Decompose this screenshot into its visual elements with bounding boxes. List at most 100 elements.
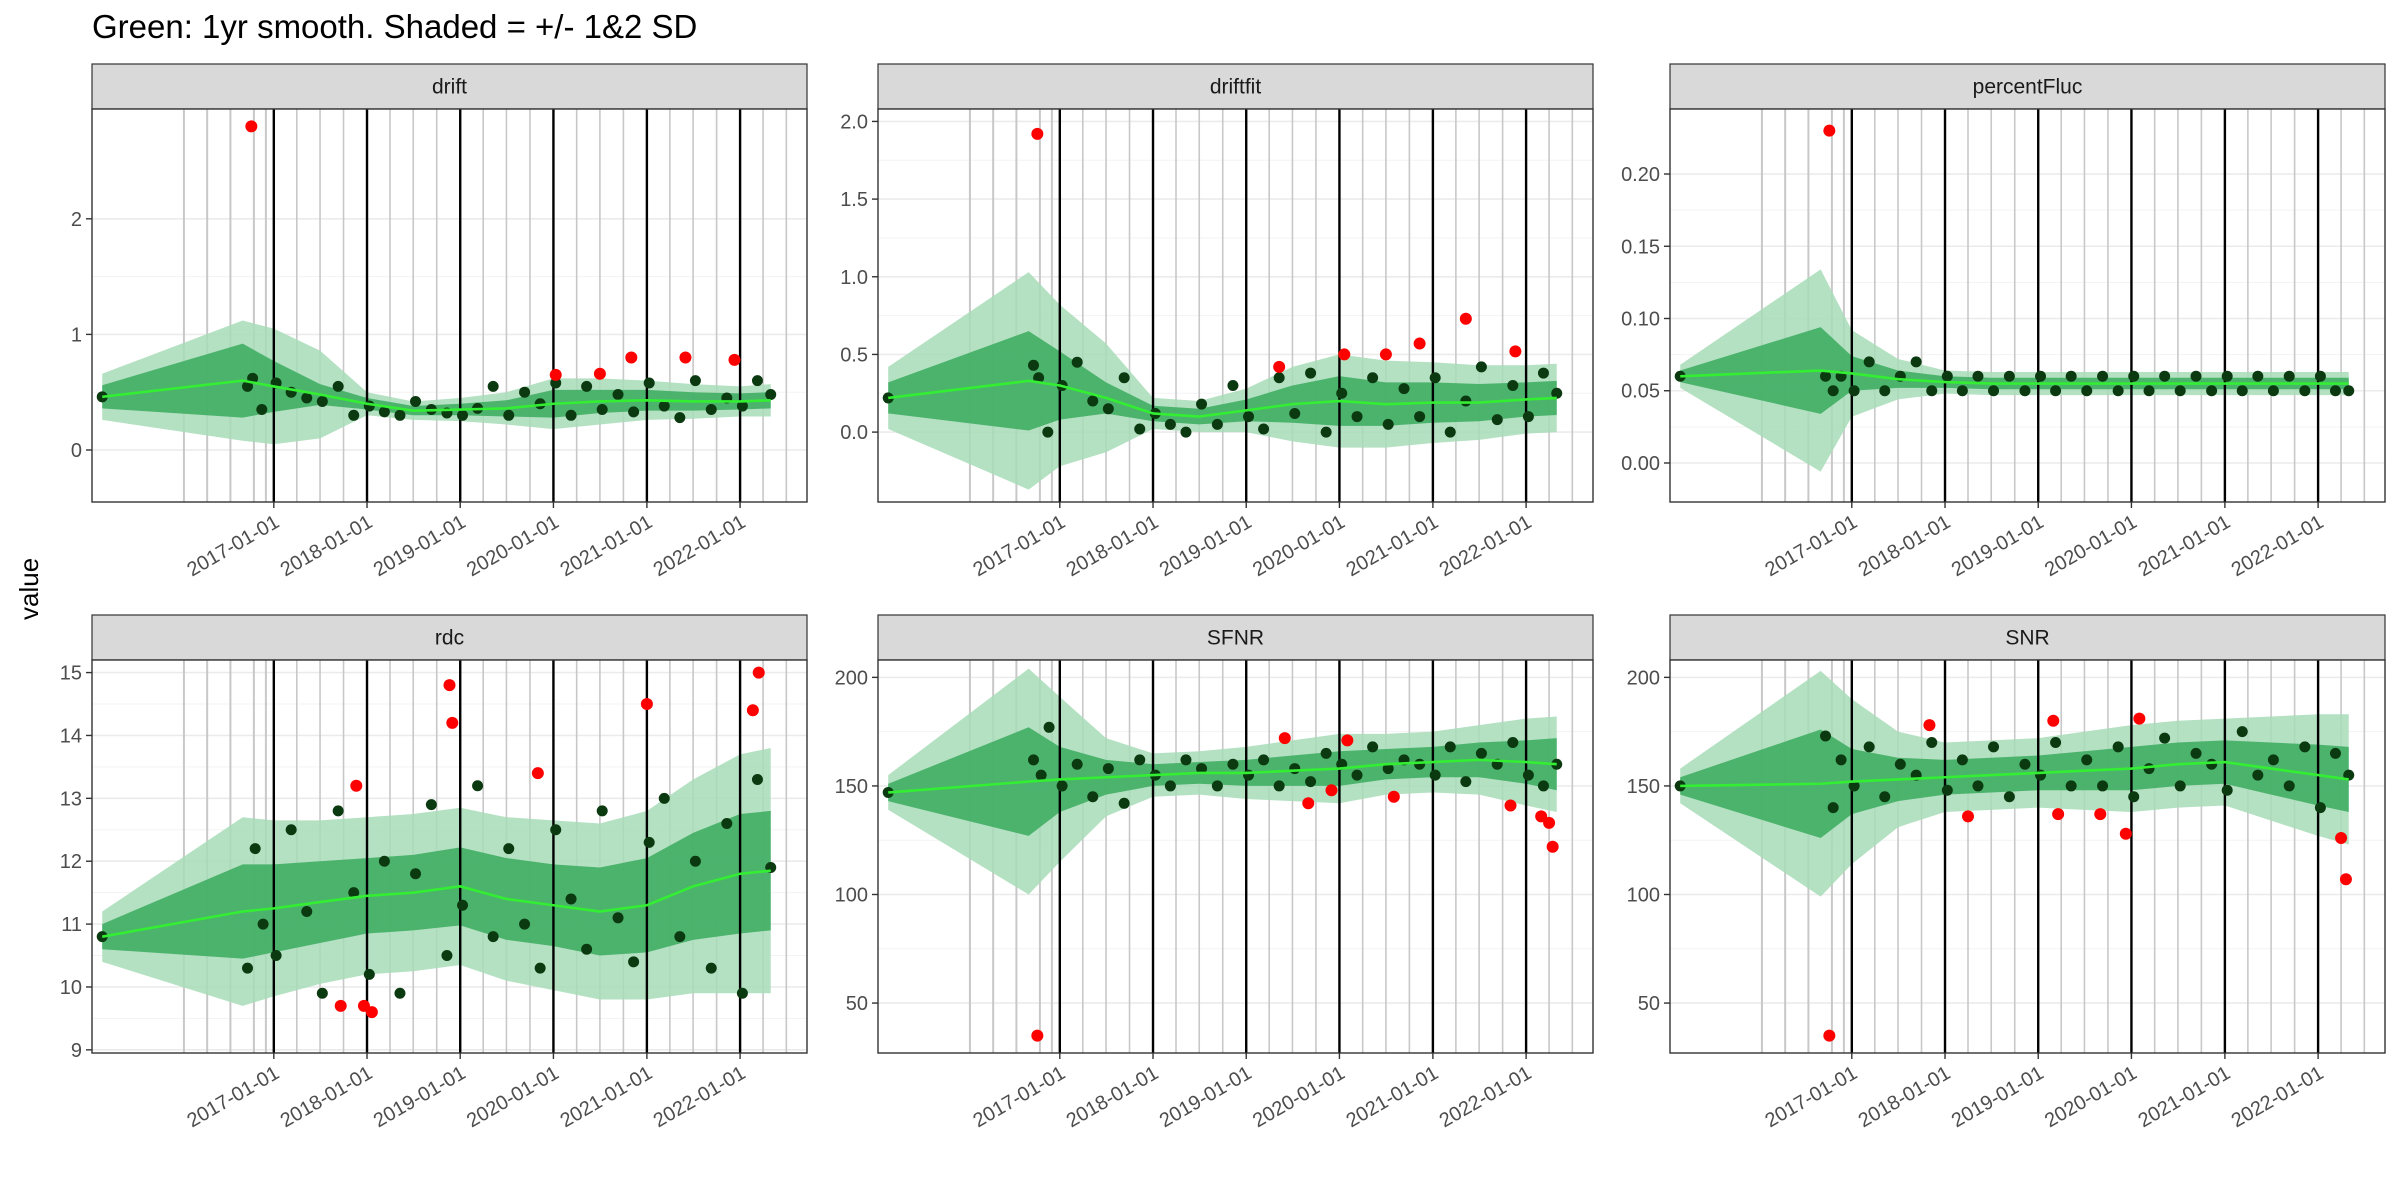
data-point xyxy=(1180,426,1192,438)
data-point xyxy=(765,389,777,401)
band-1sd xyxy=(1680,729,2349,839)
outlier-point xyxy=(625,351,638,364)
y-tick-label: 150 xyxy=(1627,776,1660,798)
smooth-line xyxy=(101,869,771,938)
band-1sd xyxy=(1680,327,2349,414)
y-tick-label: 15 xyxy=(60,663,82,685)
data-point xyxy=(378,406,390,418)
x-tick-label: 2020-01-01 xyxy=(2041,511,2141,581)
data-point xyxy=(565,893,577,905)
band-1sd xyxy=(888,331,1557,431)
data-point xyxy=(1551,387,1563,399)
smooth-line xyxy=(1680,369,2349,385)
data-point xyxy=(1320,426,1332,438)
data-point xyxy=(1910,356,1922,368)
panel-border xyxy=(91,659,808,1054)
data-point xyxy=(2143,385,2155,397)
facet-strip-label: SNR xyxy=(2005,627,2049,650)
data-point xyxy=(2081,385,2093,397)
data-point xyxy=(316,395,328,407)
outlier-point xyxy=(1509,345,1522,358)
data-point xyxy=(1134,423,1146,435)
data-point xyxy=(705,404,717,416)
outlier-point xyxy=(1031,127,1044,140)
x-tick-label: 2017-01-01 xyxy=(970,1062,1070,1132)
data-point xyxy=(736,987,748,999)
data-point xyxy=(534,962,546,974)
data-point xyxy=(2159,370,2171,382)
data-point xyxy=(1227,758,1239,770)
data-point xyxy=(596,805,608,817)
x-tick-label: 2020-01-01 xyxy=(463,1062,563,1132)
data-point xyxy=(658,792,670,804)
data-point xyxy=(1320,747,1332,759)
data-point xyxy=(425,799,437,811)
data-point xyxy=(1289,763,1301,775)
data-point xyxy=(457,899,469,911)
x-tick-label: 2017-01-01 xyxy=(970,511,1070,581)
data-point xyxy=(1028,359,1040,371)
y-tick-label: 100 xyxy=(835,884,868,906)
data-point xyxy=(1941,370,1953,382)
data-point xyxy=(441,950,453,962)
data-point xyxy=(2019,385,2031,397)
facet-strip-label: rdc xyxy=(435,627,464,650)
data-point xyxy=(2329,385,2341,397)
data-point xyxy=(612,912,624,924)
data-point xyxy=(705,962,717,974)
data-point xyxy=(1351,769,1363,781)
data-point xyxy=(1273,372,1285,384)
data-point xyxy=(689,855,701,867)
data-point xyxy=(348,887,360,899)
outlier-point xyxy=(334,999,347,1012)
outlier-point xyxy=(2339,873,2352,886)
y-tick-label: 0.15 xyxy=(1621,236,1660,258)
data-point xyxy=(1196,763,1208,775)
data-point xyxy=(2081,754,2093,766)
data-point xyxy=(2035,370,2047,382)
outlier-point xyxy=(1325,784,1338,797)
data-point xyxy=(410,395,422,407)
data-point xyxy=(2343,385,2355,397)
data-point xyxy=(643,377,655,389)
data-point xyxy=(2128,370,2140,382)
x-tick-label: 2021-01-01 xyxy=(2135,1062,2235,1132)
data-point xyxy=(1522,769,1534,781)
data-point xyxy=(1491,414,1503,426)
facet-strip xyxy=(877,63,1594,110)
data-point xyxy=(1507,737,1519,749)
outlier-point xyxy=(1273,360,1286,373)
data-point xyxy=(2097,370,2109,382)
data-point xyxy=(751,375,763,387)
data-point xyxy=(487,380,499,392)
y-tick-label: 10 xyxy=(60,977,82,999)
data-point xyxy=(2159,732,2171,744)
data-point xyxy=(472,780,484,792)
y-tick-label: 100 xyxy=(1627,884,1660,906)
outlier-point xyxy=(1379,348,1392,361)
facet-panel-rdc: rdc 9 10 11 12 13 14 15 2017-01-012018-01-012019… xyxy=(60,614,808,1132)
data-point xyxy=(1102,403,1114,415)
y-tick-label: 50 xyxy=(846,993,868,1015)
data-point xyxy=(2299,741,2311,753)
data-point xyxy=(2035,769,2047,781)
smooth-line xyxy=(888,379,1557,418)
data-point xyxy=(612,389,624,401)
data-point xyxy=(2065,370,2077,382)
data-point xyxy=(394,987,406,999)
data-point xyxy=(1273,780,1285,792)
data-point xyxy=(1827,802,1839,814)
data-point xyxy=(363,968,375,980)
x-tick-label: 2021-01-01 xyxy=(2135,511,2235,581)
band-2sd xyxy=(1680,269,2349,472)
data-point xyxy=(1879,385,1891,397)
data-point xyxy=(1475,747,1487,759)
data-point xyxy=(2112,741,2124,753)
data-point xyxy=(1071,758,1083,770)
panel-border xyxy=(877,108,1594,503)
data-point xyxy=(1367,741,1379,753)
data-point xyxy=(1336,387,1348,399)
data-point xyxy=(1134,754,1146,766)
x-tick-label: 2019-01-01 xyxy=(1156,1062,1256,1132)
x-tick-label: 2022-01-01 xyxy=(1436,511,1536,581)
